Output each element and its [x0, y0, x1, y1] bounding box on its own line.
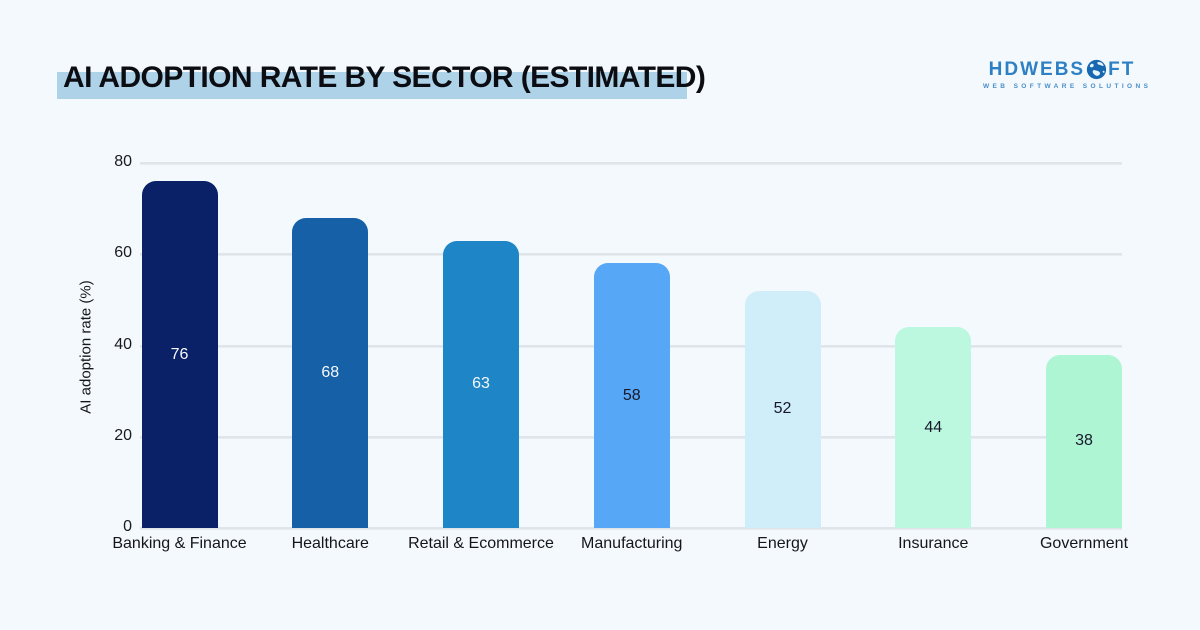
bar-insurance: 44 — [895, 327, 972, 528]
bar-value-label: 52 — [773, 400, 792, 418]
y-tick-label: 40 — [114, 335, 132, 353]
bar-value-label: 58 — [622, 386, 641, 404]
x-tick-label: Energy — [757, 535, 808, 552]
x-tick-label: Government — [1039, 535, 1129, 552]
bar-value-label: 63 — [472, 375, 490, 393]
gridline — [140, 527, 1122, 529]
bar-retail-ecommerce: 63 — [443, 240, 519, 528]
bar-healthcare: 68 — [292, 217, 369, 528]
title-highlight — [57, 72, 687, 99]
bar-energy: 52 — [744, 290, 821, 528]
logo-text-right: FT — [1108, 59, 1136, 80]
y-tick-label: 20 — [114, 426, 132, 444]
x-tick-label: Insurance — [898, 535, 969, 552]
gridline — [140, 162, 1122, 164]
logo-wordmark: HDWEBS FT — [983, 59, 1141, 80]
x-tick-label: Healthcare — [291, 535, 369, 552]
bar-value-label: 68 — [321, 363, 340, 381]
x-tick-label: Manufacturing — [581, 535, 683, 552]
bar-government: 38 — [1046, 354, 1122, 528]
bar-banking-finance: 76 — [141, 181, 218, 528]
bar-value-label: 44 — [924, 418, 943, 436]
y-tick-label: 0 — [123, 518, 132, 535]
logo-tagline: WEB SOFTWARE SOLUTIONS — [983, 83, 1152, 90]
bar-value-label: 76 — [170, 345, 189, 363]
globe-icon — [1086, 59, 1107, 80]
hdwebsoft-logo: HDWEBS FT WEB SOFTWARE SOLUTIONS — [983, 59, 1152, 90]
x-tick-label: Banking & Finance — [112, 535, 247, 552]
bar-manufacturing: 58 — [593, 263, 670, 528]
logo-text-left: HDWEBS — [988, 59, 1086, 80]
x-tick-label: Retail & Ecommerce — [408, 535, 554, 552]
y-tick-label: 60 — [114, 244, 132, 262]
gridline — [140, 253, 1122, 256]
bar-value-label: 38 — [1075, 432, 1093, 450]
y-tick-label: 80 — [114, 153, 132, 170]
page-title: AI ADOPTION RATE BY SECTOR (ESTIMATED) — [63, 61, 706, 94]
